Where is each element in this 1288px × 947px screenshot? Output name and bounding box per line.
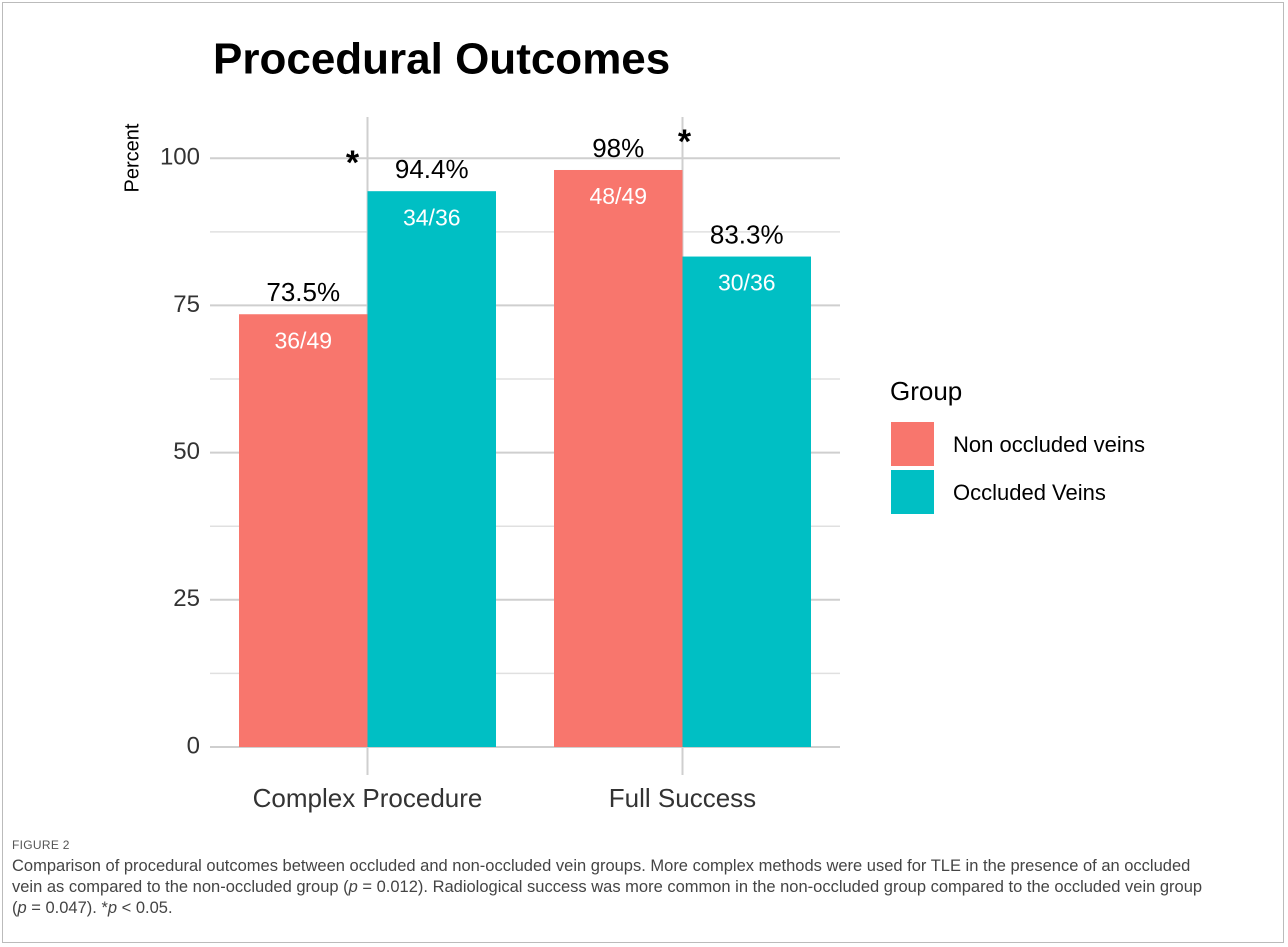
caption-part: p	[348, 878, 358, 896]
legend-title: Group	[890, 376, 962, 406]
y-axis-label: Percent	[121, 123, 143, 192]
chart: Procedural Outcomes Percent Group 0 25 50 7…	[121, 35, 1145, 813]
bar	[682, 256, 811, 747]
y-tick-label: 75	[173, 291, 200, 318]
value-label: 83.3%	[710, 219, 784, 249]
bar	[239, 314, 368, 747]
significance-star: *	[346, 144, 360, 182]
value-label: 73.5%	[266, 277, 340, 307]
caption-part: = 0.012). Radiological success was more …	[12, 878, 1203, 917]
y-tick-label: 50	[173, 438, 200, 465]
value-label: 98%	[592, 133, 644, 163]
figure-label: FIGURE 2	[12, 838, 70, 852]
caption-part: p	[17, 899, 27, 917]
count-label: 36/49	[274, 327, 332, 353]
significance-star: *	[678, 123, 692, 161]
y-tick-label: 0	[187, 732, 200, 759]
x-tick-label: Complex Procedure	[253, 783, 483, 813]
caption-part: p	[107, 899, 118, 917]
y-tick-label: 25	[173, 585, 200, 612]
count-label: 30/36	[718, 270, 776, 296]
x-tick-label: Full Success	[609, 783, 756, 813]
y-tick-label: 100	[160, 144, 200, 171]
value-label: 94.4%	[395, 154, 469, 184]
caption-part: = 0.047). *	[26, 899, 108, 917]
legend-label: Non occluded veins	[953, 432, 1145, 457]
count-label: 48/49	[589, 183, 647, 209]
chart-title: Procedural Outcomes	[213, 35, 670, 84]
caption-part: Comparison of procedural outcomes betwee…	[12, 857, 1191, 896]
legend-swatch	[891, 422, 934, 466]
legend-swatch	[891, 470, 934, 514]
legend-label: Occluded Veins	[953, 480, 1106, 505]
bar	[367, 191, 496, 748]
caption-part: < 0.05.	[117, 899, 173, 917]
count-label: 34/36	[403, 204, 461, 230]
bar	[554, 169, 683, 747]
caption: Comparison of procedural outcomes betwee…	[12, 856, 1212, 919]
